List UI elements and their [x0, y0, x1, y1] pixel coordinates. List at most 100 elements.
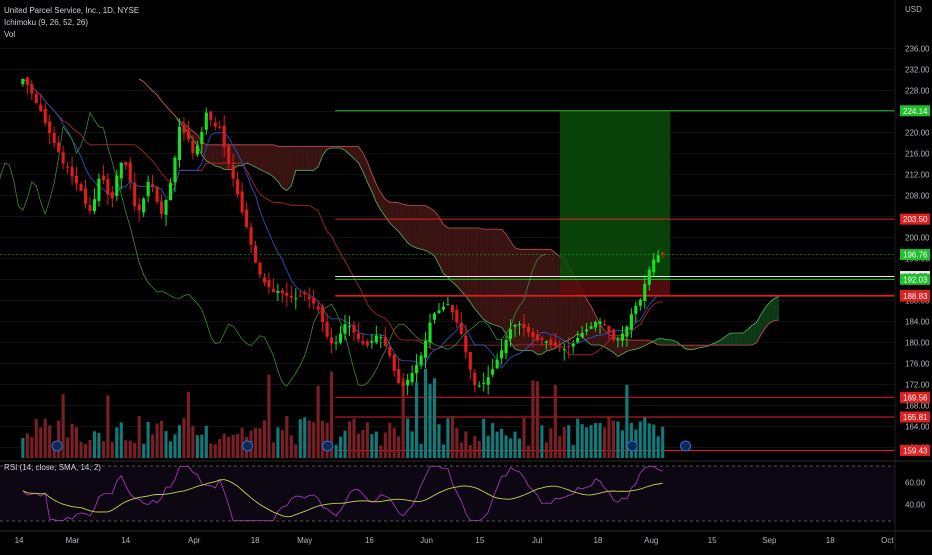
- price-level-label: 224.14: [903, 107, 928, 116]
- volume-bar: [110, 441, 114, 458]
- cloud-segment: [268, 144, 274, 177]
- candle-body: [182, 125, 186, 134]
- rsi-tick-label: 60.00: [905, 479, 926, 488]
- volume-bar: [312, 422, 316, 458]
- volume-bar: [146, 421, 150, 458]
- volume-bar: [504, 435, 508, 458]
- price-level-label: 196.76: [903, 251, 928, 260]
- price-tick-label: 176.00: [905, 360, 930, 369]
- candle-body: [513, 324, 517, 327]
- volume-bar: [92, 431, 97, 458]
- candle-body: [419, 355, 423, 365]
- price-level-tag: [900, 444, 930, 456]
- volume-bar: [455, 427, 459, 458]
- volume-bar: [48, 425, 52, 458]
- volume-bar: [540, 425, 544, 458]
- cloud-segment: [398, 202, 404, 238]
- volume-bar: [280, 430, 284, 458]
- candle-body: [392, 354, 396, 371]
- volume-bar: [258, 428, 262, 458]
- volume-bar: [473, 436, 477, 458]
- volume-bar: [307, 420, 311, 458]
- candle-body: [200, 131, 204, 144]
- cloud-segment: [358, 146, 363, 172]
- time-tick-label: 18: [826, 536, 835, 545]
- cloud-segment: [394, 202, 399, 232]
- candle-body: [347, 326, 352, 328]
- candle-body: [629, 314, 633, 330]
- volume-bar: [383, 432, 387, 458]
- rsi-band: [0, 466, 895, 521]
- candle-body: [155, 187, 159, 202]
- volume-bar: [347, 421, 352, 458]
- volume-bar: [415, 382, 419, 458]
- price-level-tag: [900, 249, 930, 261]
- volume-bar: [513, 431, 517, 458]
- volume-bar: [656, 436, 660, 458]
- volume-bar: [338, 436, 343, 458]
- cloud-segment: [774, 296, 780, 321]
- ichimoku-legend: Ichimoku (9, 26, 52, 26): [4, 18, 89, 27]
- candle-body: [48, 121, 52, 134]
- cloud-segment: [474, 228, 480, 315]
- candle-body: [517, 324, 522, 326]
- volume-bar: [370, 434, 374, 458]
- volume-bar: [200, 434, 204, 458]
- volume-bar: [437, 424, 441, 458]
- volume-bar: [549, 428, 553, 458]
- cloud-segment: [291, 146, 296, 186]
- candle-body: [124, 162, 128, 166]
- rsi-legend: RSI (14, close, SMA, 14, 2): [4, 463, 101, 472]
- volume-bar: [356, 433, 360, 458]
- candle-body: [607, 325, 611, 332]
- candle-body: [61, 152, 65, 164]
- candle-body: [647, 269, 651, 285]
- candle-body: [151, 183, 155, 187]
- cloud-segment: [353, 146, 359, 163]
- time-tick-label: Jun: [420, 536, 433, 545]
- cloud-segment: [591, 306, 596, 345]
- volume-bar: [602, 427, 607, 458]
- volume-bar: [419, 443, 423, 458]
- price-level-tag: [900, 290, 930, 302]
- cloud-segment: [452, 228, 457, 286]
- volume-legend: Vol: [4, 30, 16, 39]
- volume-bar: [321, 420, 325, 458]
- candle-body: [531, 331, 535, 338]
- volume-bar: [204, 425, 208, 458]
- candle-body: [379, 337, 383, 339]
- earnings-marker: [626, 440, 638, 452]
- volume-bar: [168, 441, 173, 458]
- volume-bar: [625, 384, 629, 458]
- candle-body: [21, 78, 25, 85]
- candle-body: [401, 382, 405, 387]
- candle-body: [267, 280, 271, 288]
- candle-body: [74, 175, 79, 184]
- volume-bar: [352, 418, 356, 458]
- cloud-segment: [219, 144, 225, 170]
- volume-bar: [151, 434, 155, 458]
- price-level-label: 169.56: [903, 393, 928, 402]
- earnings-marker: [51, 440, 63, 452]
- volume-bar: [500, 428, 504, 458]
- candle-body: [312, 297, 316, 304]
- cloud-segment: [483, 229, 489, 323]
- volume-bar: [522, 418, 526, 458]
- cloud-segment: [246, 144, 252, 165]
- volume-bar: [25, 433, 29, 458]
- candle-body: [271, 288, 275, 293]
- candle-body: [245, 209, 249, 227]
- volume-bar: [585, 427, 589, 458]
- volume-bar: [526, 445, 531, 458]
- candle-body: [70, 167, 74, 177]
- cloud-segment: [689, 345, 695, 350]
- cloud-segment: [447, 228, 453, 283]
- time-tick-label: Jul: [532, 536, 542, 545]
- candle-body: [106, 178, 110, 195]
- candle-body: [482, 382, 486, 384]
- volume-bar: [482, 418, 486, 458]
- candle-body: [110, 192, 114, 199]
- price-tick-label: 184.00: [905, 318, 930, 327]
